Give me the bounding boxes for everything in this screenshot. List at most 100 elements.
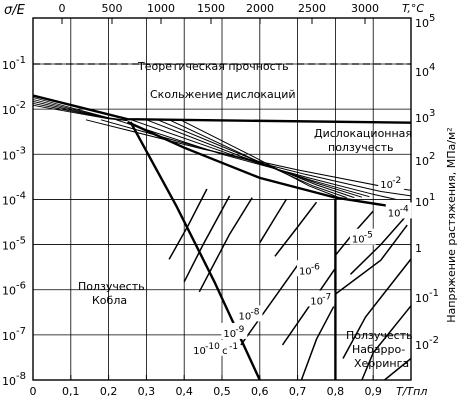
y-right-tick-label: 10 <box>415 196 429 209</box>
nabarro-herring-label-2: Набарро- <box>352 343 405 356</box>
strain-rate-label-base: 10 <box>238 311 251 322</box>
y-right-tick-exponent: -1 <box>429 288 439 299</box>
strain-rate-label-bg <box>296 260 323 277</box>
x-bottom-tick-label: 0,6 <box>251 385 269 398</box>
x-top-tick-label: 500 <box>102 2 123 15</box>
diffusion-rate-line <box>342 258 412 359</box>
x-bottom-tick-label: 0,4 <box>175 385 193 398</box>
strain-rate-label-bg <box>221 322 248 339</box>
dislocation-glide-label: Скольжение дислокаций <box>150 88 296 101</box>
nabarro-herring-label-3: Херринга <box>354 357 409 370</box>
x-bottom-tick-label: 0,9 <box>364 385 382 398</box>
strain-rate-label-exponent: -2 <box>392 176 401 186</box>
strain-rate-label-base: 10 <box>388 208 401 219</box>
strain-rate-label-base: 10 <box>299 266 312 277</box>
coble-creep-label-2: Кобла <box>92 294 127 307</box>
glide-boundary-curve <box>32 94 412 124</box>
x-top-tick-label: 0 <box>59 2 66 15</box>
x-bottom-tick-label: 0 <box>30 385 37 398</box>
y-right-tick-label: 10 <box>415 155 429 168</box>
glide-fan-line <box>32 104 128 121</box>
y-right-tick-exponent: -2 <box>429 335 439 346</box>
diffusion-rate-line <box>198 197 253 293</box>
strain-rate-label-base: 10 <box>380 180 393 191</box>
y-right-tick-label: 10 <box>415 292 429 305</box>
strain-rate-label-exponent: -6 <box>311 262 320 272</box>
strain-rate-label-unit-exponent: -1 <box>229 342 238 352</box>
strain-rate-label-exponent: -8 <box>250 307 259 317</box>
y-right-tick-label: 10 <box>415 339 429 352</box>
y-left-tick-exponent: -3 <box>16 145 26 156</box>
creep-boundary-curve <box>127 120 412 211</box>
diffusion-rate-line <box>349 214 408 275</box>
y-left-tick-label: 10 <box>2 149 16 162</box>
x-top-tick-label: 3000 <box>351 2 379 15</box>
strain-rate-contour <box>116 119 397 200</box>
x-bottom-tick-label: 0,7 <box>289 385 307 398</box>
diffusion-rate-line <box>240 264 299 346</box>
x-top-tick-label: 2500 <box>298 2 326 15</box>
theoretical-strength-label: Теоретическая прочность <box>137 60 289 73</box>
y-left-tick-label: 10 <box>2 375 16 388</box>
x-bottom-tick-label: 0,5 <box>213 385 231 398</box>
strain-rate-label-exponent: -9 <box>235 325 244 335</box>
y-left-tick-label: 10 <box>2 240 16 253</box>
strain-rate-label-exponent: -5 <box>364 231 373 241</box>
diffusion-rate-line <box>274 201 318 257</box>
curves <box>32 63 412 381</box>
y-left-tick-label: 10 <box>2 330 16 343</box>
diffusion-rate-line <box>259 199 287 244</box>
y-right-tick-exponent: 3 <box>429 108 435 119</box>
y-left-tick-exponent: -2 <box>16 100 26 111</box>
strain-rate-contour <box>157 119 355 199</box>
y-left-tick-label: 10 <box>2 104 16 117</box>
y-left-tick-exponent: -8 <box>16 371 26 382</box>
diffusion-rate-line <box>183 195 231 283</box>
strain-rate-label-bg <box>385 202 412 219</box>
x-top-tick-label: 1000 <box>147 2 175 15</box>
strain-rate-label-base: 10 <box>223 329 236 340</box>
y-right-tick-label: 1 <box>415 242 422 255</box>
y-right-tick-label: 10 <box>415 66 429 79</box>
diffusion-rate-line <box>334 224 408 295</box>
y-right-tick-label: 10 <box>415 112 429 125</box>
diffusion-rate-line <box>384 357 412 381</box>
bottom-axis-title: T/Tпл <box>396 385 427 398</box>
y-left-tick-label: 10 <box>2 285 16 298</box>
strain-rate-label-unit: c <box>222 346 228 357</box>
dislocation-creep-label-1: Дислокационная <box>314 127 412 140</box>
strain-rate-label-base: 10 <box>193 346 206 357</box>
y-right-tick-label: 10 <box>415 17 429 30</box>
diffusion-rate-line <box>300 302 337 381</box>
strain-rate-label-bg <box>308 290 335 307</box>
x-top-tick-label: 1500 <box>197 2 225 15</box>
dislocation-creep-label-2: ползучесть <box>328 141 394 154</box>
x-bottom-tick-label: 0,1 <box>62 385 80 398</box>
strain-rate-label-bg <box>349 228 376 245</box>
strain-rate-label-bg <box>378 173 405 190</box>
diffusion-rate-line <box>168 188 208 260</box>
strain-rate-labels: 10 -210 -410 -510 -610 -710 -810 -910 -10 c -1 <box>191 173 412 357</box>
nabarro-herring-label-1: Ползучесть <box>346 329 413 342</box>
y-left-tick-label: 10 <box>2 59 16 72</box>
tick-labels: 0 0,1 0,2 0,3 0,4 0,5 0,6 0,7 0,8 0,9 0 500 1000 1500… <box>2 2 439 398</box>
strain-rate-label-base: 10 <box>352 235 365 246</box>
coble-creep-label-1: Ползучесть <box>78 280 145 293</box>
y-left-tick-exponent: -6 <box>16 281 26 292</box>
y-right-tick-exponent: 5 <box>429 13 435 24</box>
y-left-tick-exponent: -5 <box>16 236 26 247</box>
diffusion-rate-line <box>361 305 412 381</box>
strain-rate-label-exponent: -10 <box>205 342 220 352</box>
x-bottom-tick-label: 0,3 <box>138 385 156 398</box>
y-right-tick-exponent: 1 <box>429 192 435 203</box>
diffusion-rate-line <box>281 267 337 346</box>
y-left-tick-exponent: -1 <box>16 55 26 66</box>
x-bottom-tick-label: 0,2 <box>100 385 118 398</box>
x-bottom-tick-label: 0,8 <box>327 385 345 398</box>
strain-rate-label-base: 10 <box>310 297 323 308</box>
x-top-tick-label: 2000 <box>246 2 274 15</box>
top-axis-title: T,°C <box>402 2 424 15</box>
y-left-tick-exponent: -4 <box>16 190 26 201</box>
y-left-tick-label: 10 <box>2 194 16 207</box>
